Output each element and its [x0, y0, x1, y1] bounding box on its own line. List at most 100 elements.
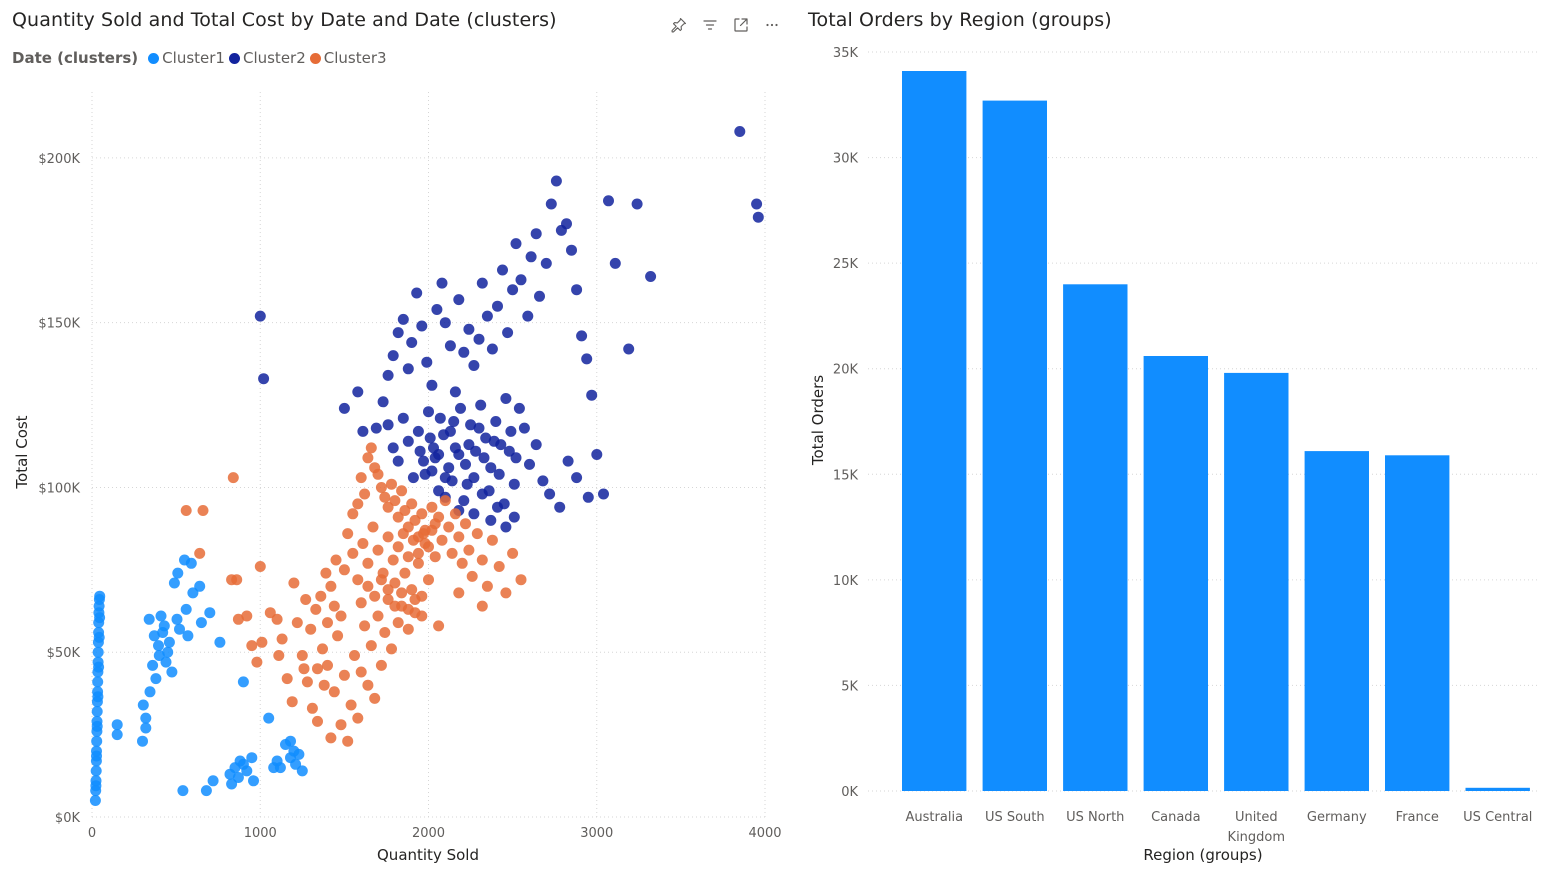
scatter-point-cluster1[interactable] [263, 712, 275, 724]
scatter-point-cluster3[interactable] [416, 610, 428, 622]
scatter-point-cluster2[interactable] [476, 277, 488, 289]
scatter-point-cluster2[interactable] [433, 449, 445, 460]
scatter-point-cluster1[interactable] [182, 630, 194, 642]
scatter-point-cluster3[interactable] [500, 587, 512, 599]
scatter-point-cluster2[interactable] [338, 402, 350, 414]
scatter-point-cluster3[interactable] [254, 561, 266, 572]
scatter-point-cluster3[interactable] [322, 617, 333, 629]
scatter-point-cluster2[interactable] [449, 386, 461, 398]
scatter-point-cluster1[interactable] [177, 785, 189, 797]
scatter-point-cluster2[interactable] [377, 396, 389, 408]
scatter-point-cluster3[interactable] [375, 574, 387, 586]
scatter-point-cluster1[interactable] [143, 613, 155, 625]
scatter-point-cluster3[interactable] [298, 663, 310, 675]
scatter-point-cluster2[interactable] [434, 412, 446, 424]
scatter-point-cluster3[interactable] [389, 577, 401, 589]
scatter-point-cluster3[interactable] [349, 650, 360, 661]
scatter-point-cluster2[interactable] [576, 330, 588, 342]
scatter-point-cluster3[interactable] [332, 630, 344, 642]
scatter-point-cluster3[interactable] [194, 547, 206, 559]
scatter-point-cluster2[interactable] [258, 373, 270, 385]
legend-item-cluster3[interactable]: Cluster3 [309, 49, 387, 67]
scatter-point-cluster2[interactable] [426, 379, 438, 391]
scatter-point-cluster3[interactable] [335, 719, 347, 731]
scatter-point-cluster1[interactable] [94, 612, 106, 624]
scatter-point-cluster2[interactable] [497, 264, 508, 276]
scatter-point-cluster3[interactable] [310, 603, 322, 615]
scatter-point-cluster2[interactable] [411, 287, 423, 299]
scatter-point-cluster2[interactable] [495, 439, 507, 451]
bar-germany[interactable] [1304, 451, 1369, 791]
scatter-point-cluster3[interactable] [453, 531, 465, 543]
scatter-point-cluster2[interactable] [486, 343, 498, 355]
scatter-point-cluster3[interactable] [402, 603, 414, 615]
scatter-point-cluster1[interactable] [111, 729, 123, 741]
scatter-point-cluster2[interactable] [490, 416, 502, 427]
scatter-point-cluster2[interactable] [561, 218, 572, 230]
scatter-point-cluster3[interactable] [402, 623, 414, 635]
scatter-point-cluster3[interactable] [322, 659, 333, 671]
scatter-point-cluster3[interactable] [347, 547, 359, 559]
scatter-point-cluster3[interactable] [325, 732, 337, 744]
scatter-point-cluster1[interactable] [91, 735, 103, 747]
scatter-point-cluster1[interactable] [155, 610, 167, 622]
scatter-point-cluster2[interactable] [446, 475, 458, 487]
scatter-point-cluster3[interactable] [251, 656, 263, 668]
scatter-point-cluster1[interactable] [150, 673, 162, 685]
scatter-point-cluster3[interactable] [392, 511, 404, 523]
scatter-point-cluster3[interactable] [416, 508, 428, 520]
scatter-point-cluster2[interactable] [392, 455, 404, 467]
bar-united-kingdom[interactable] [1224, 372, 1289, 791]
scatter-point-cluster3[interactable] [197, 505, 209, 516]
scatter-point-cluster3[interactable] [446, 547, 458, 559]
scatter-point-cluster2[interactable] [518, 422, 530, 434]
scatter-point-cluster2[interactable] [461, 478, 473, 490]
scatter-point-cluster3[interactable] [232, 613, 244, 625]
bar-chart[interactable]: 0K 5K 10K 15K 20K 25K 30K 35K Australia US South U… [798, 0, 1563, 877]
scatter-point-cluster3[interactable] [369, 692, 381, 704]
scatter-point-cluster1[interactable] [171, 613, 183, 625]
scatter-point-cluster2[interactable] [603, 195, 614, 207]
scatter-point-cluster2[interactable] [402, 435, 414, 447]
scatter-point-cluster2[interactable] [530, 228, 542, 240]
scatter-point-cluster3[interactable] [429, 551, 441, 563]
scatter-point-cluster2[interactable] [513, 402, 525, 414]
scatter-point-cluster1[interactable] [174, 623, 185, 635]
scatter-point-cluster3[interactable] [345, 699, 357, 711]
bar-canada[interactable] [1143, 356, 1208, 791]
scatter-point-cluster3[interactable] [296, 650, 308, 661]
scatter-point-cluster2[interactable] [439, 317, 451, 329]
scatter-point-cluster2[interactable] [591, 449, 603, 460]
scatter-point-cluster2[interactable] [407, 472, 419, 484]
scatter-point-cluster2[interactable] [453, 294, 465, 306]
scatter-point-cluster2[interactable] [460, 458, 471, 470]
scatter-point-cluster3[interactable] [515, 574, 527, 586]
scatter-point-cluster3[interactable] [312, 663, 323, 675]
scatter-point-cluster3[interactable] [409, 594, 421, 605]
scatter-point-cluster3[interactable] [273, 650, 285, 661]
scatter-point-cluster2[interactable] [357, 425, 369, 437]
scatter-point-cluster3[interactable] [486, 534, 498, 546]
scatter-point-cluster2[interactable] [503, 445, 515, 457]
scatter-point-cluster3[interactable] [338, 564, 350, 576]
scatter-point-cluster3[interactable] [264, 607, 276, 619]
scatter-point-cluster3[interactable] [372, 610, 384, 622]
scatter-point-cluster2[interactable] [414, 445, 426, 457]
scatter-point-cluster3[interactable] [433, 620, 445, 632]
scatter-point-cluster1[interactable] [140, 712, 152, 724]
scatter-point-cluster3[interactable] [365, 640, 377, 652]
scatter-point-cluster3[interactable] [375, 659, 387, 671]
scatter-point-cluster3[interactable] [389, 495, 401, 507]
scatter-point-cluster2[interactable] [571, 284, 583, 296]
scatter-point-cluster3[interactable] [409, 514, 421, 526]
scatter-point-cluster1[interactable] [204, 607, 216, 619]
scatter-point-cluster3[interactable] [317, 643, 328, 655]
scatter-point-cluster3[interactable] [328, 686, 340, 698]
scatter-point-cluster3[interactable] [379, 627, 391, 638]
scatter-point-cluster3[interactable] [352, 574, 364, 586]
scatter-point-cluster3[interactable] [402, 551, 414, 563]
scatter-point-cluster3[interactable] [362, 580, 374, 592]
scatter-point-cluster2[interactable] [458, 495, 470, 507]
scatter-point-cluster3[interactable] [449, 508, 461, 520]
scatter-point-cluster3[interactable] [372, 544, 384, 556]
